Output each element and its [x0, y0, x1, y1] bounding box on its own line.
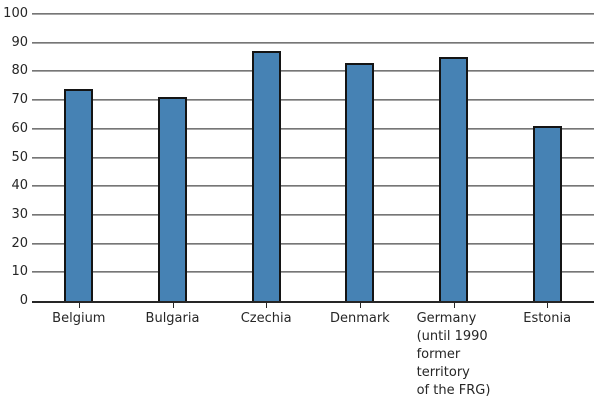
x-tick-label: Czechia [240, 311, 292, 326]
y-tick-label: 100 [3, 6, 28, 21]
bar [345, 62, 375, 303]
x-tick-label: Belgium [52, 311, 106, 326]
x-tick [172, 303, 174, 308]
y-tick-label: 0 [19, 293, 28, 308]
y-tick-label: 80 [11, 63, 28, 79]
x-tick-label: Denmark [329, 311, 390, 326]
gridline [32, 70, 594, 73]
y-tick-label: 40 [11, 178, 28, 194]
gridline [32, 213, 594, 216]
gridline [32, 185, 594, 188]
gridline [32, 41, 594, 44]
x-tick [547, 303, 549, 308]
x-tick [78, 303, 80, 308]
bar [64, 88, 94, 303]
bar [439, 57, 468, 303]
gridline [32, 99, 594, 102]
y-tick-label: 10 [11, 264, 28, 280]
y-tick-label: 90 [11, 34, 28, 50]
x-axis-line [32, 301, 594, 303]
gridline [32, 271, 594, 274]
bar [251, 51, 281, 303]
gridline [32, 242, 594, 245]
bar [532, 125, 562, 303]
x-tick-label: Bulgaria [145, 311, 200, 326]
gridline [32, 127, 594, 130]
gridline [32, 13, 594, 15]
bar [158, 97, 187, 303]
x-tick-label: Estonia [523, 311, 572, 326]
y-tick-label: 60 [11, 120, 28, 136]
x-tick [359, 303, 361, 308]
x-tick-label: Germany (until 1990 former territory of … [416, 311, 491, 398]
x-tick [453, 303, 455, 308]
y-tick-label: 50 [11, 149, 28, 165]
y-tick-label: 20 [11, 235, 28, 251]
y-tick-label: 30 [11, 206, 28, 222]
y-tick-label: 70 [11, 92, 28, 108]
gridline [32, 156, 594, 159]
x-tick [266, 303, 268, 308]
